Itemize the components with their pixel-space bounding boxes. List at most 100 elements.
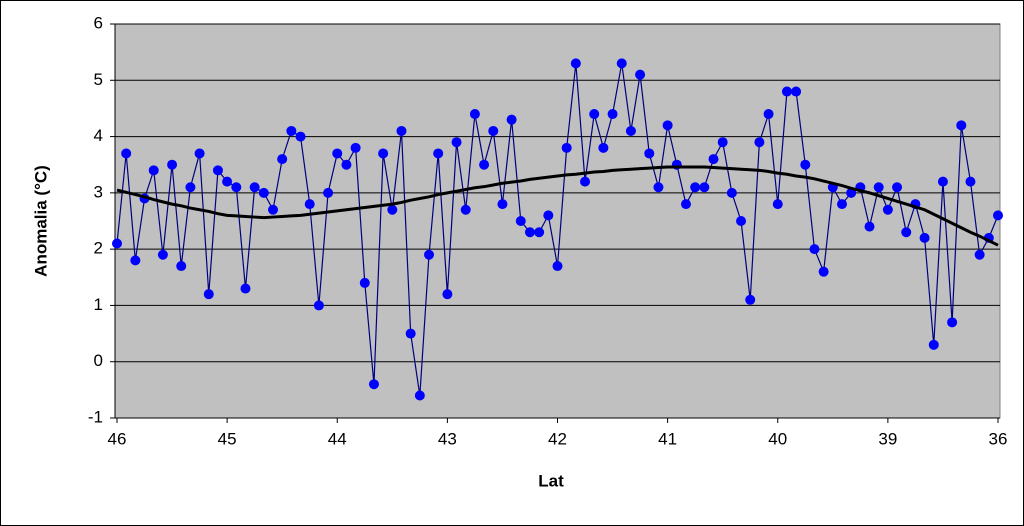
x-tick-label: 46	[108, 429, 127, 448]
data-point	[433, 148, 444, 159]
y-tick-label: 3	[94, 182, 103, 201]
data-point	[231, 182, 242, 193]
data-point	[387, 204, 398, 215]
data-point	[616, 58, 627, 69]
data-point	[791, 86, 802, 97]
data-point	[625, 125, 636, 136]
data-point	[561, 142, 572, 153]
data-point	[965, 176, 976, 187]
x-tick-label: 40	[768, 429, 787, 448]
data-point	[359, 277, 370, 288]
data-point	[781, 86, 792, 97]
data-point	[332, 148, 343, 159]
data-point	[809, 244, 820, 255]
x-tick-label: 45	[218, 429, 237, 448]
data-point	[378, 148, 389, 159]
data-point	[277, 154, 288, 165]
data-point	[341, 159, 352, 170]
data-point	[258, 187, 269, 198]
data-point	[506, 114, 517, 125]
x-tick-label: 43	[438, 429, 457, 448]
data-point	[928, 339, 939, 350]
data-point	[148, 165, 159, 176]
data-point	[424, 249, 435, 260]
data-point	[350, 142, 361, 153]
data-point	[754, 137, 765, 148]
data-point	[286, 125, 297, 136]
data-point	[680, 199, 691, 210]
data-point	[222, 176, 233, 187]
data-point	[708, 154, 719, 165]
data-point	[112, 238, 122, 249]
data-point	[552, 261, 563, 272]
data-point	[570, 58, 581, 69]
data-point	[442, 289, 453, 300]
data-point	[323, 187, 334, 198]
y-tick-label: 4	[94, 126, 103, 145]
data-point	[268, 204, 279, 215]
y-tick-label: 2	[94, 239, 103, 258]
data-point	[699, 182, 710, 193]
data-point	[653, 182, 664, 193]
data-point	[818, 266, 829, 277]
data-point	[901, 227, 912, 238]
data-point	[690, 182, 701, 193]
data-point	[203, 289, 214, 300]
data-point	[644, 148, 655, 159]
data-point	[240, 283, 251, 294]
y-tick-label: -1	[88, 407, 103, 426]
data-point	[873, 182, 884, 193]
data-point	[836, 199, 847, 210]
data-point	[460, 204, 471, 215]
data-point	[892, 182, 903, 193]
data-point	[589, 109, 600, 120]
data-point	[130, 255, 141, 266]
data-point	[745, 294, 756, 305]
plot-area	[114, 23, 1001, 419]
y-tick-label: 0	[94, 351, 103, 370]
data-point	[993, 210, 1003, 221]
data-point	[974, 249, 985, 260]
trend-line	[116, 165, 999, 247]
data-point	[157, 249, 168, 260]
data-point	[772, 199, 783, 210]
data-point	[451, 137, 462, 148]
data-point	[736, 216, 747, 226]
data-point	[313, 300, 324, 311]
data-point	[185, 182, 196, 193]
x-tick-label: 44	[328, 429, 347, 448]
data-point	[249, 182, 260, 193]
y-axis-label: Anomalia (°C)	[31, 165, 50, 277]
data-point	[121, 148, 132, 159]
data-point	[607, 109, 618, 120]
data-point	[864, 221, 875, 232]
data-point	[396, 125, 407, 136]
x-tick-label: 36	[989, 429, 1008, 448]
data-point	[405, 328, 416, 339]
data-point	[304, 199, 315, 210]
data-point	[488, 125, 499, 136]
data-point	[167, 159, 178, 170]
data-point	[176, 261, 187, 272]
data-point	[515, 216, 526, 226]
data-point	[212, 165, 223, 176]
data-point	[295, 131, 306, 142]
y-tick-label: 6	[94, 13, 103, 32]
data-point	[947, 317, 958, 328]
data-point	[919, 232, 930, 243]
x-tick-label: 41	[658, 429, 677, 448]
data-point	[194, 148, 205, 159]
data-point	[662, 120, 673, 131]
data-point	[580, 176, 591, 187]
data-point	[469, 109, 480, 120]
data-point	[937, 176, 948, 187]
data-point	[717, 137, 728, 148]
data-point	[479, 159, 490, 170]
data-point	[534, 227, 545, 238]
data-point	[635, 69, 646, 80]
y-tick-label: 5	[94, 70, 103, 89]
data-point	[800, 159, 811, 170]
data-point	[368, 379, 379, 390]
data-point	[497, 199, 508, 210]
x-tick-label: 42	[548, 429, 567, 448]
